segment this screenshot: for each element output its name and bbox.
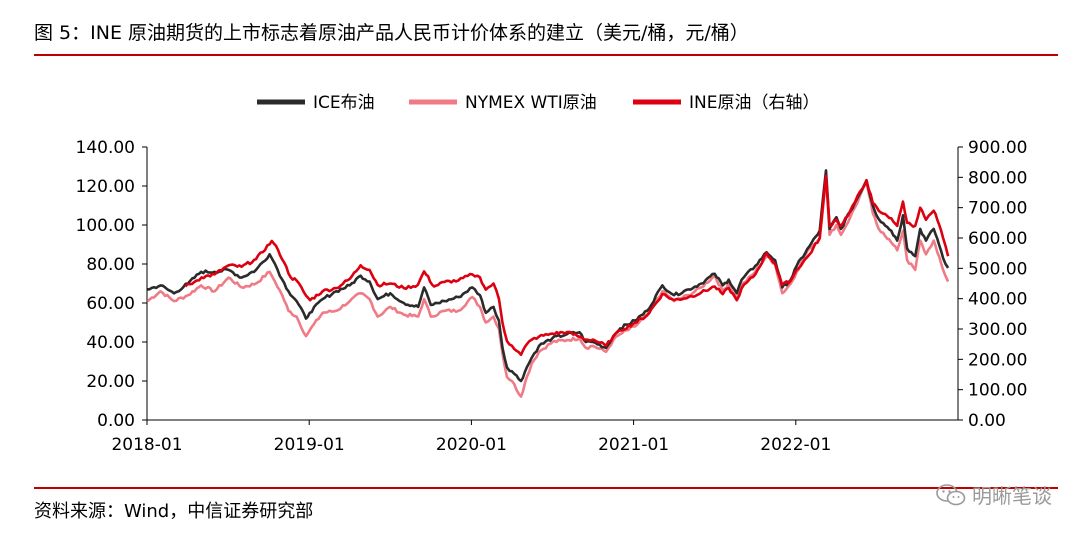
y-left-tick-label: 20.00: [86, 372, 135, 392]
wechat-icon: [936, 483, 966, 505]
y-left-tick-label: 40.00: [86, 333, 135, 353]
y-right-tick-label: 200.00: [968, 350, 1027, 370]
watermark: 明晰笔谈: [936, 480, 1052, 509]
legend: ICE布油 NYMEX WTI原油 INE原油（右轴）: [257, 93, 819, 113]
watermark-text: 明晰笔谈: [972, 484, 1052, 508]
y-right-tick-label: 600.00: [968, 229, 1027, 249]
source-note: 资料来源：Wind，中信证券研究部: [34, 501, 314, 522]
axes: 0.00 20.00 40.00 60.00 80.00 100.00 120.00 140.…: [76, 138, 1028, 455]
y-right-tick-label: 0.00: [968, 411, 1006, 431]
y-right-tick-label: 100.00: [968, 381, 1027, 401]
series-line-2: [184, 174, 950, 357]
legend-label-1: NYMEX WTI原油: [465, 93, 597, 113]
y-left-tick-label: 0.00: [97, 411, 135, 431]
y-right-tick-label: 900.00: [968, 138, 1027, 158]
line-chart: ICE布油 NYMEX WTI原油 INE原油（右轴） 0.00 20.00 40.00…: [76, 93, 1028, 455]
x-tick-label: 2019-01: [274, 435, 345, 455]
series-layer: [146, 169, 950, 398]
y-right-tick-label: 400.00: [968, 290, 1027, 310]
y-right-tick-label: 500.00: [968, 259, 1027, 279]
legend-label-0: ICE布油: [313, 93, 375, 113]
y-left-tick-label: 100.00: [76, 216, 135, 236]
source-rule: [34, 487, 1058, 489]
title-rule: [34, 54, 1058, 56]
y-left-tick-label: 80.00: [86, 255, 135, 275]
y-right-tick-label: 700.00: [968, 199, 1027, 219]
y-left-tick-label: 140.00: [76, 138, 135, 158]
series-line-0: [147, 169, 950, 383]
y-left-tick-label: 120.00: [76, 177, 135, 197]
y-right-tick-label: 800.00: [968, 168, 1027, 188]
x-tick-label: 2022-01: [760, 435, 831, 455]
y-right-tick-label: 300.00: [968, 320, 1027, 340]
x-tick-label: 2020-01: [436, 435, 507, 455]
x-tick-label: 2018-01: [111, 435, 182, 455]
y-left-tick-label: 60.00: [86, 294, 135, 314]
legend-label-2: INE原油（右轴）: [689, 93, 819, 113]
x-tick-label: 2021-01: [598, 435, 669, 455]
figure-title: 图 5：INE 原油期货的上市标志着原油产品人民币计价体系的建立（美元/桶，元/…: [34, 22, 749, 44]
